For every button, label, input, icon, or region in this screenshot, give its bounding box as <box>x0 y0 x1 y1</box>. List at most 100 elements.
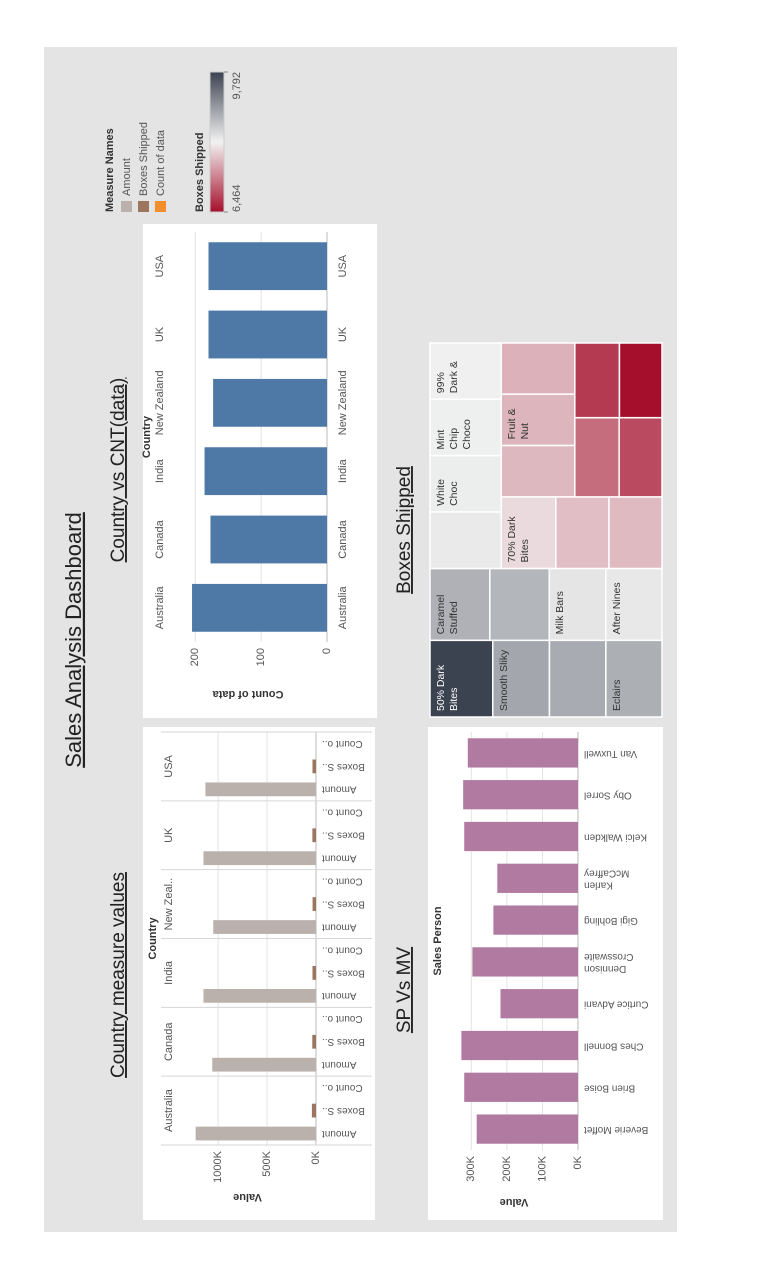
legend-swatch <box>121 201 132 212</box>
treemap-cell <box>618 342 663 419</box>
measure-label: Boxes S.. <box>322 1036 365 1047</box>
bar <box>208 242 327 291</box>
legend-swatch <box>155 201 166 212</box>
dashboard: Sales Analysis Dashboard Country measure… <box>44 47 677 1232</box>
bar <box>203 851 316 866</box>
bar <box>472 947 578 977</box>
bar <box>461 1030 578 1061</box>
x-tick-label: Curtice Advani <box>584 998 649 1010</box>
x-tick-label-box: Beverie Moffet <box>584 1124 649 1136</box>
y-tick-label: 0K <box>310 1150 322 1164</box>
bar <box>467 738 578 768</box>
x-tick-label: Canada <box>337 519 349 558</box>
x-header-label: USA <box>154 254 166 277</box>
treemap-label: Eclairs <box>610 679 623 711</box>
color-legend-label: 6,464 <box>231 184 243 212</box>
treemap-label-box: Mint Chip Choco <box>435 419 473 450</box>
treemap-label: 99% Dark & <box>435 361 460 394</box>
column-label: Australia <box>163 1088 175 1132</box>
x-tick-label: Gigi Bohling <box>584 915 638 927</box>
x-tick-label: New Zealand <box>337 370 349 435</box>
treemap-cell <box>489 567 551 642</box>
treemap-label-box: Smooth Sliky <box>497 649 510 711</box>
x-tick-label-box: Ches Bonnell <box>584 1040 644 1052</box>
x-tick-label: UK <box>337 326 349 342</box>
axis-title: Count of data <box>212 688 284 700</box>
measure-label: Boxes S.. <box>322 898 365 909</box>
chart-title: Country vs CNT(data) <box>108 378 129 563</box>
y-tick-label: 300K <box>465 1155 477 1181</box>
bar <box>208 310 327 359</box>
x-tick-label-box: Brien Boise <box>584 1082 636 1094</box>
x-tick-label: Beverie Moffet <box>584 1124 649 1136</box>
measure-label: Count o.. <box>322 875 363 886</box>
measure-label: Count o.. <box>322 944 363 955</box>
y-tick-label: 200 <box>189 648 201 666</box>
measure-label: Boxes S.. <box>322 1105 365 1116</box>
x-tick-label-box: Curtice Advani <box>584 998 649 1010</box>
measure-label: Boxes S.. <box>322 830 365 841</box>
x-header-label: India <box>154 458 166 483</box>
x-tick-label: Oby Sorrel <box>584 789 632 801</box>
treemap-label-box: White Choc <box>435 479 460 506</box>
x-tick-label: Van Tuxwell <box>584 747 638 759</box>
bar <box>205 782 317 797</box>
bar <box>204 447 327 496</box>
treemap-label: 50% Dark Bites <box>435 664 460 711</box>
legend-swatch <box>138 201 149 212</box>
treemap-label: Smooth Sliky <box>497 649 510 711</box>
x-header-label: Australia <box>154 586 166 630</box>
x-tick-label-box: Van Tuxwell <box>584 747 638 759</box>
treemap-label-box: 70% Dark Bites <box>506 516 531 562</box>
bar <box>213 920 316 934</box>
column-label: USA <box>163 754 175 777</box>
treemap-cell <box>574 342 621 419</box>
y-tick-label: 100 <box>255 648 267 666</box>
column-label: New Zeal.. <box>163 878 175 931</box>
bar <box>203 988 316 1003</box>
bar <box>464 821 579 852</box>
dashboard-canvas: Sales Analysis Dashboard Country measure… <box>61 71 663 1220</box>
legend-title: Measure Names <box>104 128 116 212</box>
legend-label: Count of data <box>155 129 167 196</box>
bar <box>476 1114 578 1144</box>
treemap-label-box: Fruit & Nut <box>506 408 532 440</box>
bar <box>213 378 328 427</box>
treemap-label-box: Milk Bars <box>554 591 567 635</box>
x-tick-label: Australia <box>337 586 349 630</box>
treemap-label: Caramel Stuffed <box>435 594 460 635</box>
treemap-label: After Nines <box>610 582 623 635</box>
treemap-label-box: Caramel Stuffed <box>435 594 460 635</box>
treemap-label: White Choc <box>435 479 460 506</box>
bar <box>312 828 316 843</box>
x-tick-label: Kelci Walkden <box>584 831 647 843</box>
x-tick-label-box: Dennison Crosswaite <box>584 951 633 974</box>
x-tick-label: Brien Boise <box>584 1082 636 1094</box>
x-tick-label-box: Kelci Walkden <box>584 831 647 843</box>
treemap-label-box: After Nines <box>610 582 623 635</box>
legend-label: Amount <box>121 158 133 196</box>
bar <box>497 863 578 893</box>
x-tick-label: India <box>337 458 349 483</box>
bar <box>463 780 578 810</box>
treemap-label: Mint Chip Choco <box>435 419 473 450</box>
treemap-cell <box>608 496 663 570</box>
treemap-label: Milk Bars <box>554 591 567 635</box>
measure-label: Count o.. <box>322 807 363 818</box>
x-header-label: UK <box>154 326 166 342</box>
treemap-label-box: 99% Dark & <box>435 361 460 394</box>
y-tick-label: 200K <box>501 1155 513 1181</box>
measure-label: Amount <box>322 1128 357 1139</box>
bar <box>312 966 316 980</box>
measure-label: Amount <box>322 853 357 864</box>
treemap-label: Fruit & Nut <box>506 408 532 440</box>
bar <box>500 989 578 1019</box>
measure-label: Count o.. <box>322 738 363 749</box>
axis-title: Value <box>233 1191 262 1203</box>
x-tick-label: Ches Bonnell <box>584 1040 644 1052</box>
treemap-cell <box>548 639 607 718</box>
x-header-label: Canada <box>154 519 166 558</box>
column-header: Sales Person <box>432 906 444 975</box>
measure-label: Amount <box>322 990 357 1001</box>
